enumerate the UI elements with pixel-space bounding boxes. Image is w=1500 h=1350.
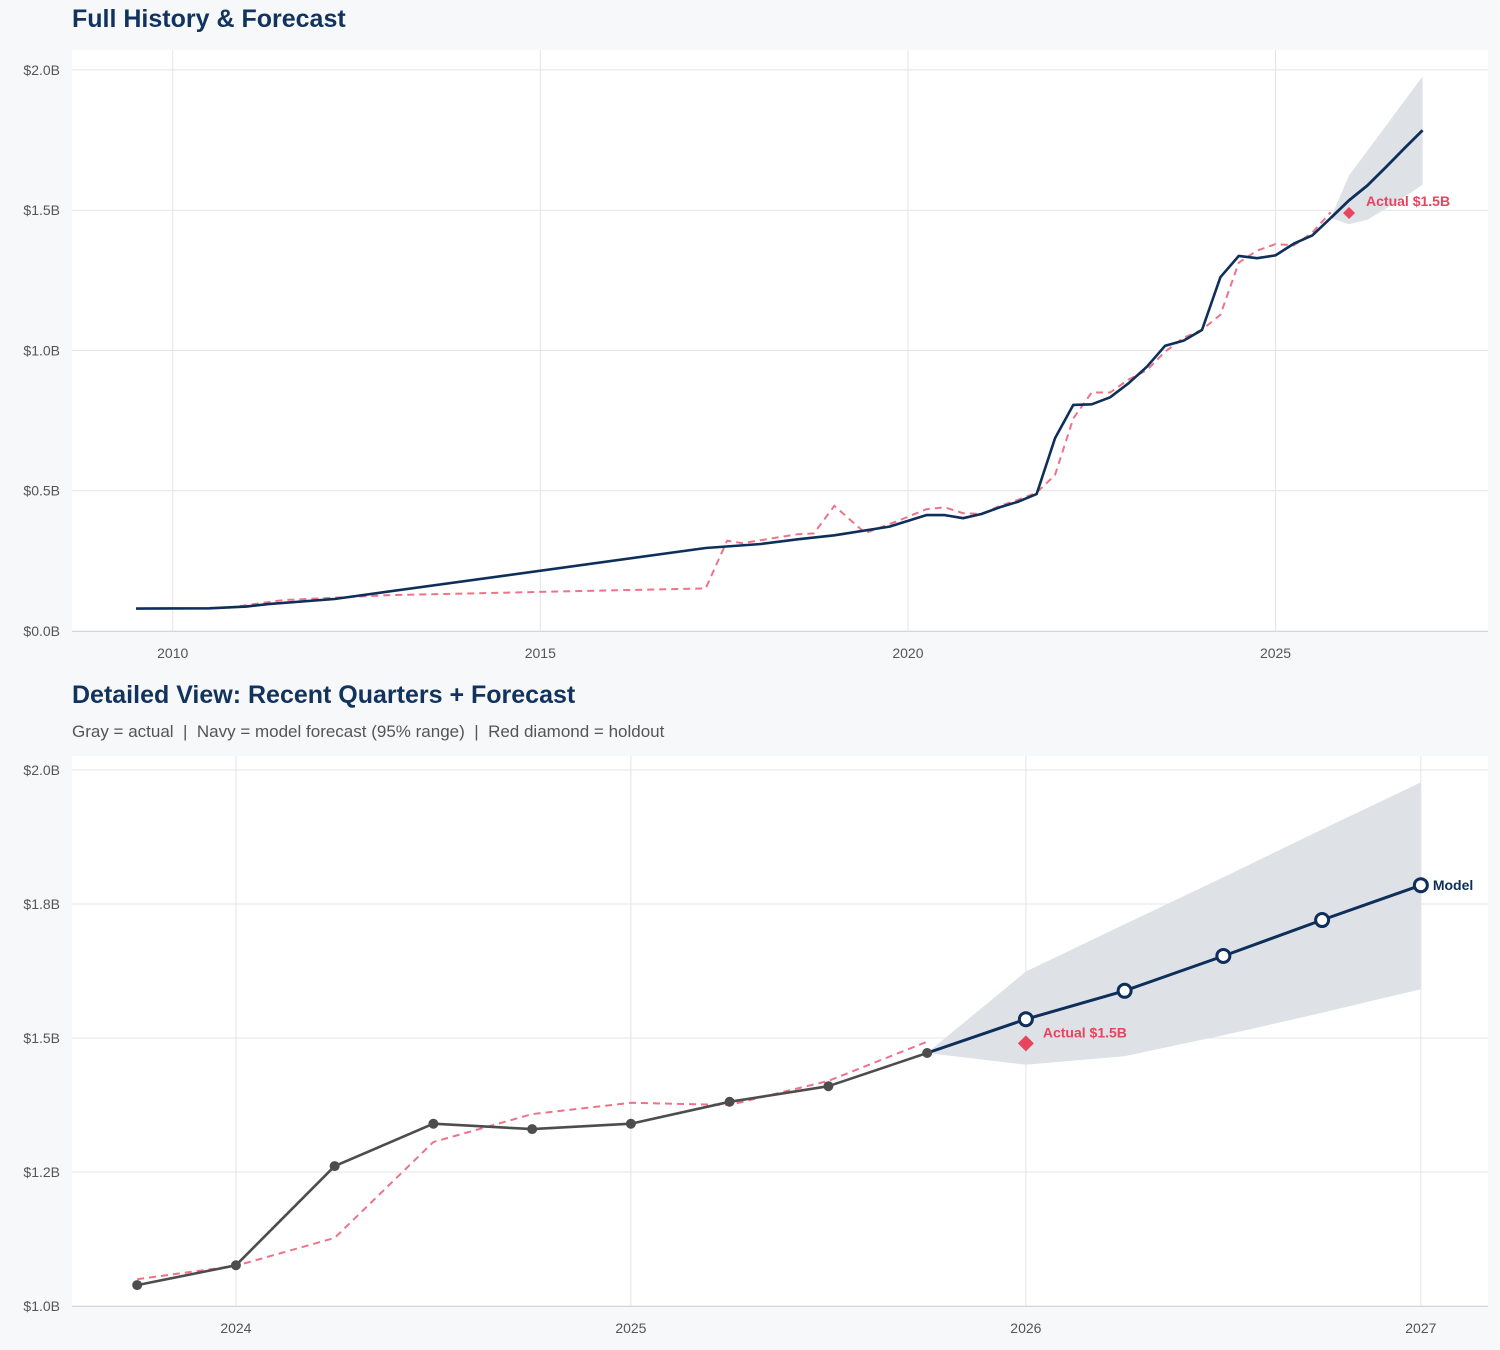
top-chart-title: Full History & Forecast [72,5,346,33]
x-tick-label: 2010 [157,645,188,661]
fitted-series-line [137,1040,928,1281]
bottom-chart-title: Detailed View: Recent Quarters + Forecas… [72,681,576,709]
y-tick-label: $0.5B [23,483,60,499]
actual-point [230,1260,241,1271]
y-tick-label: $2.0B [23,62,60,78]
actual-point [132,1280,143,1291]
bottom-chart-subtitle: Gray = actual | Navy = model forecast (9… [72,722,665,741]
y-tick-label: $1.2B [23,1164,60,1180]
y-tick-label: $1.5B [23,202,60,218]
actual-point [527,1124,538,1135]
top-chart: $0.0B $0.5B $1.0B $1.5B $2.0B 2010 2015 2020 202… [23,50,1488,661]
x-tick-label: 2015 [525,645,556,661]
y-tick-label: $0.0B [23,623,60,639]
holdout-label: Actual $1.5B [1043,1024,1127,1040]
actual-point [724,1096,735,1107]
actual-series-line [135,217,1332,610]
bottom-chart: $1.0B $1.2B $1.5B $1.8B $2.0B 2024 2025 2026 202… [23,756,1488,1336]
actual-point [625,1118,636,1129]
x-tick-label: 2025 [615,1320,646,1336]
x-tick-label: 2024 [220,1320,251,1336]
holdout-diamond [1343,206,1356,219]
x-tick-label: 2026 [1010,1320,1041,1336]
y-tick-label: $1.5B [23,1030,60,1046]
actual-point [329,1161,340,1172]
holdout-label: Actual $1.5B [1366,193,1450,209]
actual-point [428,1118,439,1129]
forecast-series-line [1329,129,1424,220]
y-tick-label: $2.0B [23,762,60,778]
x-tick-label: 2025 [1260,645,1291,661]
y-tick-label: $1.8B [23,896,60,912]
forecast-end-label: Model [1433,877,1473,893]
forecast-95-band [1330,76,1423,225]
actual-point [922,1047,933,1058]
forecast-point [1017,1011,1034,1028]
x-tick-label: 2027 [1405,1320,1436,1336]
forecast-point [1116,982,1133,999]
x-tick-label: 2020 [892,645,923,661]
holdout-diamond [1017,1035,1034,1052]
y-tick-label: $1.0B [23,1298,60,1314]
forecast-95-band [927,782,1421,1065]
actual-point [823,1081,834,1092]
fitted-series-line [227,211,1332,609]
plot-area [72,756,1488,1307]
plot-area [72,50,1488,632]
forecast-point [1215,947,1232,964]
forecast-point [1314,912,1331,929]
forecast-point [1412,877,1429,894]
forecast-series-line [926,883,1422,1055]
y-tick-label: $1.0B [23,342,60,358]
